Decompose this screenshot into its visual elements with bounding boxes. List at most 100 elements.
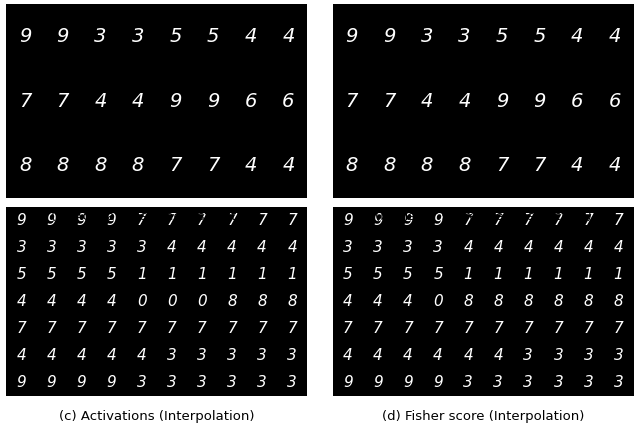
Text: 7: 7 <box>167 213 177 228</box>
Text: 5: 5 <box>496 27 508 46</box>
Text: 7: 7 <box>17 321 26 336</box>
Text: 7: 7 <box>493 213 503 228</box>
Text: 4: 4 <box>524 240 533 255</box>
Text: 4: 4 <box>463 240 473 255</box>
Text: 4: 4 <box>137 348 147 363</box>
Text: 8: 8 <box>257 294 267 309</box>
Text: 3: 3 <box>373 240 383 255</box>
Text: 7: 7 <box>346 92 358 111</box>
Text: (a) Activations (Reconstruction): (a) Activations (Reconstruction) <box>51 210 262 223</box>
Text: 8: 8 <box>493 294 503 309</box>
Text: 7: 7 <box>496 156 508 175</box>
Text: 9: 9 <box>373 213 383 228</box>
Text: (b) Fisher score (Reconstruction): (b) Fisher score (Reconstruction) <box>375 210 591 223</box>
Text: 8: 8 <box>94 156 107 175</box>
Text: 9: 9 <box>496 92 508 111</box>
Text: 7: 7 <box>227 213 237 228</box>
Text: 7: 7 <box>167 321 177 336</box>
Text: 8: 8 <box>19 156 31 175</box>
Text: 3: 3 <box>584 348 593 363</box>
Text: 7: 7 <box>257 321 267 336</box>
Text: 3: 3 <box>584 375 593 390</box>
Text: 4: 4 <box>373 294 383 309</box>
Text: 4: 4 <box>47 294 56 309</box>
Text: 4: 4 <box>107 294 116 309</box>
Text: 9: 9 <box>346 27 358 46</box>
Text: 4: 4 <box>609 156 621 175</box>
Text: 7: 7 <box>197 321 207 336</box>
Text: 7: 7 <box>287 213 297 228</box>
Text: 3: 3 <box>403 240 413 255</box>
Text: 7: 7 <box>373 321 383 336</box>
Text: 9: 9 <box>77 213 86 228</box>
Text: 7: 7 <box>493 321 503 336</box>
Text: 7: 7 <box>207 156 220 175</box>
Text: 4: 4 <box>244 156 257 175</box>
Text: 3: 3 <box>197 375 207 390</box>
Text: 3: 3 <box>137 240 147 255</box>
Text: 4: 4 <box>17 348 26 363</box>
Text: 8: 8 <box>420 156 433 175</box>
Text: 4: 4 <box>571 156 584 175</box>
Text: 4: 4 <box>571 27 584 46</box>
Text: 4: 4 <box>493 240 503 255</box>
Text: 7: 7 <box>383 92 396 111</box>
Text: 4: 4 <box>554 240 563 255</box>
Text: 3: 3 <box>257 348 267 363</box>
Text: 4: 4 <box>94 92 107 111</box>
Text: 7: 7 <box>137 213 147 228</box>
Text: 5: 5 <box>433 267 443 282</box>
Text: 1: 1 <box>197 267 207 282</box>
Text: 9: 9 <box>47 213 56 228</box>
Text: 4: 4 <box>493 348 503 363</box>
Text: 8: 8 <box>287 294 297 309</box>
Text: 4: 4 <box>584 240 593 255</box>
Text: 4: 4 <box>77 294 86 309</box>
Text: 7: 7 <box>584 213 593 228</box>
Text: 3: 3 <box>554 375 563 390</box>
Text: 8: 8 <box>56 156 69 175</box>
Text: 9: 9 <box>343 213 353 228</box>
Text: 9: 9 <box>383 27 396 46</box>
Text: 4: 4 <box>227 240 237 255</box>
Text: 3: 3 <box>17 240 26 255</box>
Text: 7: 7 <box>463 321 473 336</box>
Text: 6: 6 <box>571 92 584 111</box>
Text: 1: 1 <box>524 267 533 282</box>
Text: 5: 5 <box>343 267 353 282</box>
Text: 4: 4 <box>458 92 470 111</box>
Text: 3: 3 <box>107 240 116 255</box>
Text: 7: 7 <box>107 321 116 336</box>
Text: 8: 8 <box>227 294 237 309</box>
Text: 3: 3 <box>433 240 443 255</box>
Text: 9: 9 <box>17 213 26 228</box>
Text: 0: 0 <box>167 294 177 309</box>
Text: 9: 9 <box>170 92 182 111</box>
Text: 4: 4 <box>403 348 413 363</box>
Text: 7: 7 <box>47 321 56 336</box>
Text: 7: 7 <box>19 92 31 111</box>
Text: 0: 0 <box>137 294 147 309</box>
Text: 3: 3 <box>257 375 267 390</box>
Text: 7: 7 <box>77 321 86 336</box>
Text: 3: 3 <box>167 375 177 390</box>
Text: 3: 3 <box>463 375 473 390</box>
Text: 3: 3 <box>137 375 147 390</box>
Text: 1: 1 <box>463 267 473 282</box>
Text: 4: 4 <box>282 156 294 175</box>
Text: 8: 8 <box>614 294 623 309</box>
Text: 7: 7 <box>614 213 623 228</box>
Text: 4: 4 <box>197 240 207 255</box>
Text: 4: 4 <box>373 348 383 363</box>
Text: 7: 7 <box>257 213 267 228</box>
Text: 7: 7 <box>433 321 443 336</box>
Text: 7: 7 <box>137 321 147 336</box>
Text: 1: 1 <box>614 267 623 282</box>
Text: 9: 9 <box>17 375 26 390</box>
Text: 1: 1 <box>257 267 267 282</box>
Text: 3: 3 <box>197 348 207 363</box>
Text: 0: 0 <box>197 294 207 309</box>
Text: (d) Fisher score (Interpolation): (d) Fisher score (Interpolation) <box>382 410 584 423</box>
Text: 5: 5 <box>533 27 546 46</box>
Text: 3: 3 <box>343 240 353 255</box>
